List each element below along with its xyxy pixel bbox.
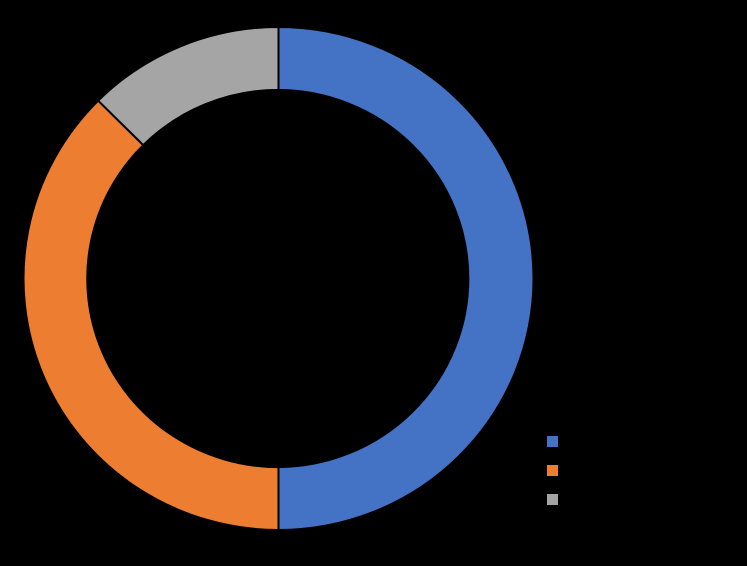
legend-swatch-2 (547, 465, 558, 476)
legend-swatch-1 (547, 436, 558, 447)
donut-segment-1 (277, 25, 535, 532)
chart-legend (547, 436, 558, 505)
legend-swatch-3 (547, 494, 558, 505)
donut-segment-3 (96, 25, 280, 147)
donut-segment-2 (22, 99, 280, 532)
